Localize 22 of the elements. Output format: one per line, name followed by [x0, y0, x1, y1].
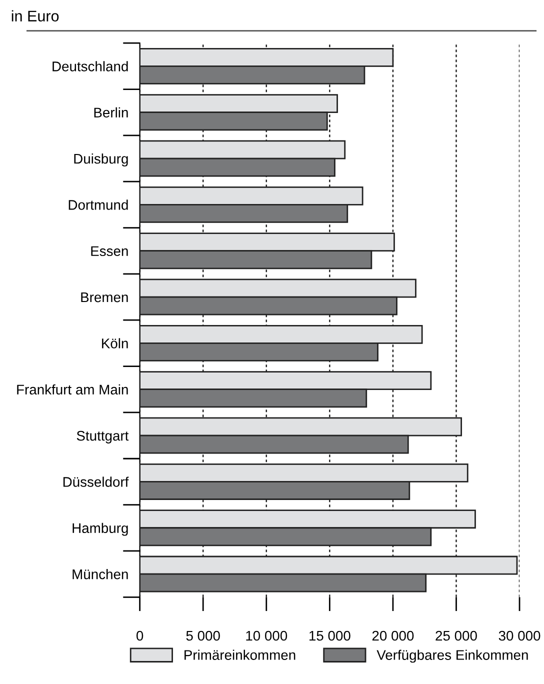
x-tick-label: 10 000 [246, 630, 288, 641]
y-tick-label: München [72, 569, 128, 580]
y-tick-label: Düsseldorf [63, 476, 129, 487]
legend-label: Primäreinkommen [184, 650, 296, 660]
x-tick-label: 30 000 [498, 630, 540, 641]
x-tick-label: 0 [136, 630, 144, 641]
y-tick-label: Stuttgart [76, 430, 129, 444]
x-tick-label: 20 000 [372, 630, 414, 641]
x-tick-label: 15 000 [309, 630, 350, 641]
legend-label: Verfügbares Einkommen [376, 650, 528, 663]
x-tick-label: 25 000 [436, 630, 477, 641]
y-tick-label: Dortmund [68, 200, 128, 210]
y-tick-label: Bremen [81, 292, 128, 302]
y-tick-label: Deutschland [52, 61, 128, 72]
chart-subtitle: in Euro [12, 10, 59, 22]
x-tick-label: 5 000 [186, 630, 220, 641]
y-tick-label: Essen [91, 246, 128, 256]
y-tick-label: Hamburg [72, 522, 128, 536]
y-tick-label: Duisburg [74, 153, 128, 166]
y-tick-label: Berlin [94, 107, 128, 118]
y-tick-label: Köln [102, 338, 128, 348]
y-tick-label: Frankfurt am Main [17, 384, 128, 395]
